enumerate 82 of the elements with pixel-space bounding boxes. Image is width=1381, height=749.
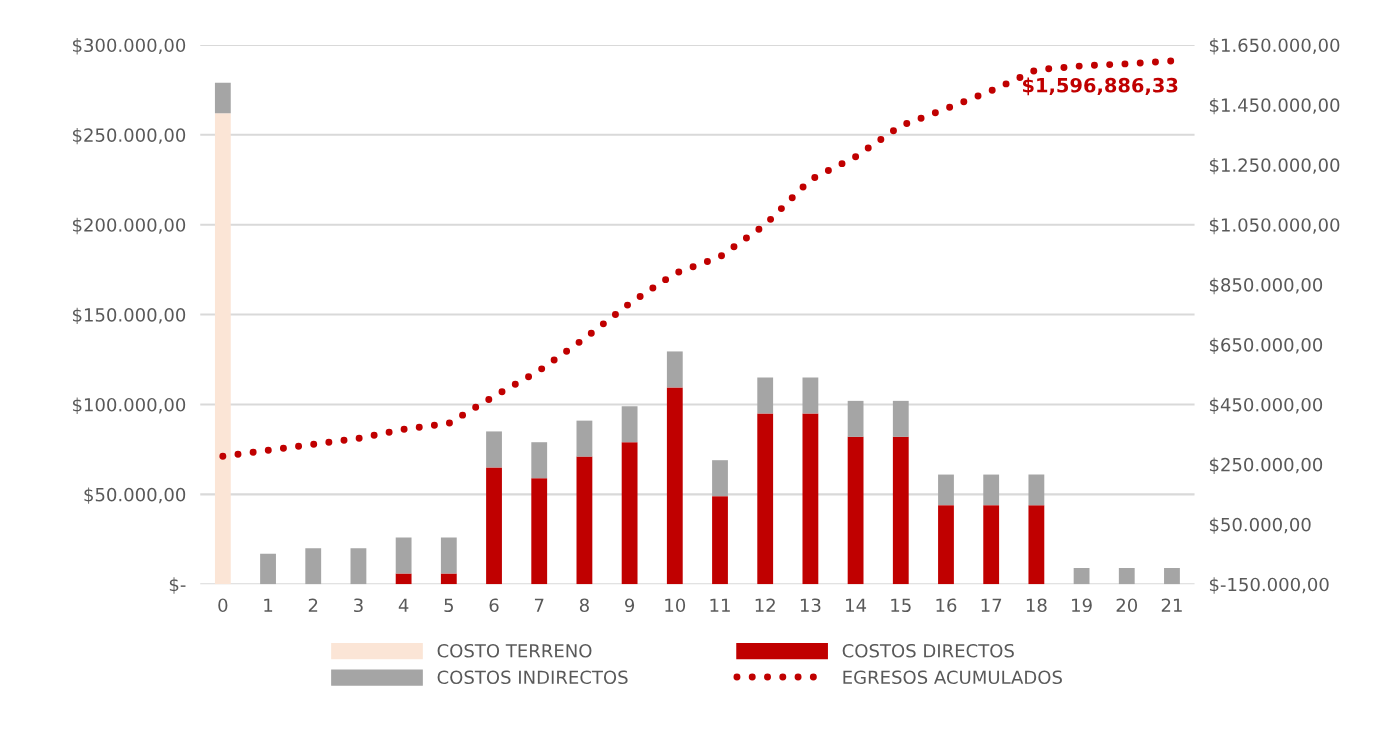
bar bbox=[576, 456, 593, 585]
bar bbox=[395, 537, 412, 574]
bar bbox=[802, 377, 819, 414]
legend-label: COSTOS DIRECTOS bbox=[842, 643, 1014, 658]
x-tick-label: 17 bbox=[981, 598, 1002, 612]
bar bbox=[440, 573, 457, 585]
y-tick-label: $- bbox=[169, 577, 186, 594]
x-tick-label: 0 bbox=[218, 598, 228, 613]
bar bbox=[847, 436, 864, 585]
x-tick-label: 19 bbox=[1072, 598, 1092, 613]
x-tick-label: 6 bbox=[489, 598, 499, 613]
x-tick-label: 4 bbox=[398, 598, 409, 612]
x-tick-label: 3 bbox=[354, 598, 363, 613]
bar bbox=[938, 505, 954, 585]
y-tick-label: $100.000,00 bbox=[72, 397, 186, 414]
x-tick-label: 5 bbox=[444, 598, 453, 613]
bar bbox=[938, 474, 954, 506]
y2-tick-label: $50.000,00 bbox=[1209, 517, 1311, 534]
bar bbox=[1073, 568, 1090, 585]
bar bbox=[983, 474, 1000, 506]
y2-tick-label: $250.000,00 bbox=[1209, 457, 1323, 474]
bar bbox=[892, 436, 909, 585]
bar bbox=[802, 413, 819, 585]
x-tick-label: 21 bbox=[1161, 598, 1182, 612]
bar bbox=[666, 351, 683, 388]
bar bbox=[847, 400, 864, 437]
x-tick-label: 14 bbox=[846, 598, 867, 612]
bar bbox=[666, 387, 683, 585]
x-tick-label: 10 bbox=[665, 598, 686, 613]
x-tick-label: 20 bbox=[1116, 598, 1138, 613]
bar bbox=[350, 548, 367, 585]
bar bbox=[621, 406, 638, 443]
y2-tick-label: $1.450.000,00 bbox=[1209, 98, 1340, 115]
bar bbox=[892, 400, 909, 437]
bar bbox=[983, 505, 1000, 585]
legend-label: COSTOS INDIRECTOS bbox=[437, 670, 628, 685]
y-tick-label: $200.000,00 bbox=[72, 217, 186, 235]
legend-label: COSTO TERRENO bbox=[437, 643, 592, 658]
bar bbox=[214, 82, 231, 114]
bar bbox=[712, 496, 728, 585]
x-tick-label: 15 bbox=[891, 598, 911, 613]
x-tick-label: 2 bbox=[308, 598, 318, 612]
bar bbox=[395, 573, 412, 585]
bar bbox=[712, 460, 728, 497]
x-tick-label: 16 bbox=[936, 598, 957, 613]
bar bbox=[757, 377, 774, 414]
bar bbox=[486, 431, 502, 468]
bar bbox=[260, 553, 276, 585]
x-tick-label: 9 bbox=[625, 598, 635, 613]
bar bbox=[1164, 568, 1180, 585]
y2-tick-label: $1.250.000,00 bbox=[1209, 157, 1340, 175]
x-tick-label: 13 bbox=[800, 598, 821, 613]
x-tick-label: 18 bbox=[1026, 598, 1047, 613]
y-tick-label: $150.000,00 bbox=[72, 307, 186, 325]
legend-label: EGRESOS ACUMULADOS bbox=[843, 670, 1062, 685]
data-label: $1,596,886,33 bbox=[1022, 77, 1178, 96]
bar bbox=[1028, 474, 1045, 506]
bar bbox=[576, 420, 593, 457]
x-tick-label: 11 bbox=[710, 598, 730, 612]
y2-tick-label: $1.050.000,00 bbox=[1209, 217, 1340, 235]
y2-tick-label: $-150.000,00 bbox=[1209, 577, 1329, 594]
y2-tick-label: $650.000,00 bbox=[1209, 337, 1323, 355]
bar bbox=[1028, 505, 1045, 585]
y-tick-label: $50.000,00 bbox=[84, 487, 186, 504]
bar bbox=[305, 548, 322, 585]
bar bbox=[440, 537, 457, 574]
bar bbox=[486, 467, 502, 585]
bar bbox=[1118, 568, 1135, 585]
bar bbox=[531, 442, 548, 479]
x-tick-label: 12 bbox=[755, 598, 775, 612]
y-tick-label: $300.000,00 bbox=[72, 38, 186, 55]
y-tick-label: $250.000,00 bbox=[72, 127, 186, 145]
bar bbox=[757, 413, 774, 585]
bar bbox=[621, 442, 638, 585]
y2-tick-label: $850.000,00 bbox=[1209, 277, 1323, 295]
bar bbox=[214, 113, 231, 585]
y2-tick-label: $450.000,00 bbox=[1209, 397, 1323, 414]
y2-tick-label: $1.650.000,00 bbox=[1209, 38, 1340, 55]
x-tick-label: 1 bbox=[264, 598, 273, 612]
x-tick-label: 8 bbox=[579, 598, 589, 613]
x-tick-label: 7 bbox=[534, 598, 544, 612]
bar bbox=[531, 478, 548, 585]
